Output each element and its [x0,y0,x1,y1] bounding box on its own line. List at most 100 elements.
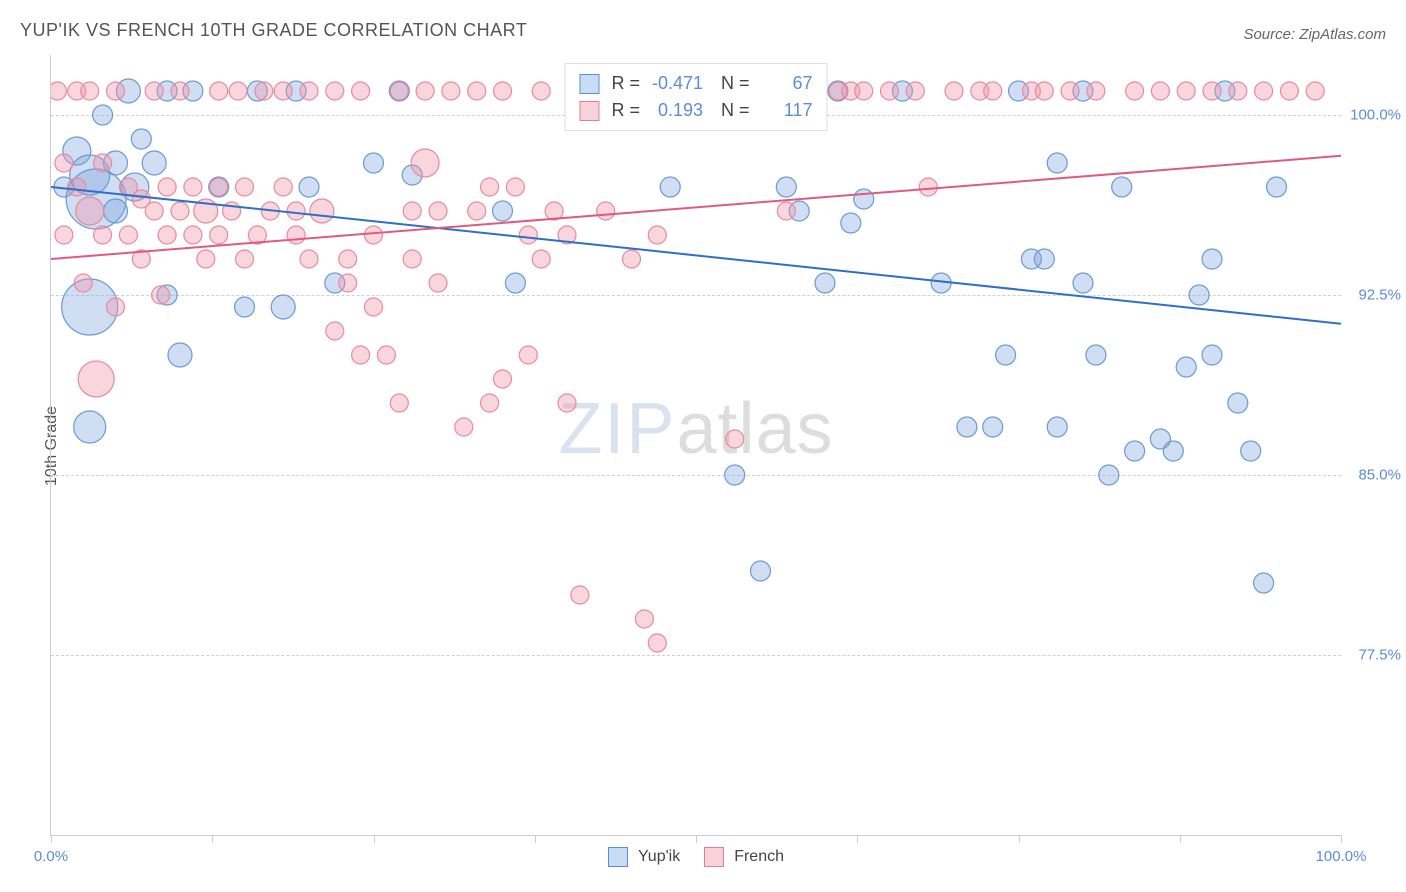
data-point [184,226,202,244]
data-point [78,361,114,397]
data-point [493,201,513,221]
data-point [1099,465,1119,485]
x-tick [1341,835,1342,843]
y-tick-label: 85.0% [1346,467,1401,484]
x-tick [535,835,536,843]
data-point [660,177,680,197]
data-point [55,154,73,172]
data-point [726,430,744,448]
chart-title: YUP'IK VS FRENCH 10TH GRADE CORRELATION … [20,20,527,41]
data-point [597,202,615,220]
data-point [104,199,128,223]
x-tick [1180,835,1181,843]
chart-source: Source: ZipAtlas.com [1243,26,1386,43]
data-point [1112,177,1132,197]
data-point [300,250,318,268]
x-tick [374,835,375,843]
data-point [919,178,937,196]
legend-item: Yup'ik [608,847,680,867]
data-point [648,226,666,244]
data-point [1047,417,1067,437]
data-point [1163,441,1183,461]
plot-area: ZIPatlas R =-0.471N =67R =0.193N =117 Yu… [50,55,1341,836]
data-point [1086,345,1106,365]
data-point [271,295,295,319]
data-point [81,82,99,100]
data-point [1280,82,1298,100]
data-point [1125,441,1145,461]
stat-r-value: -0.471 [648,70,703,97]
data-point [76,197,104,225]
data-point [403,202,421,220]
data-point [274,82,292,100]
data-point [377,346,395,364]
data-point [365,298,383,316]
data-point [1202,345,1222,365]
data-point [210,178,228,196]
data-point [623,250,641,268]
data-point [168,343,192,367]
chart-container: YUP'IK VS FRENCH 10TH GRADE CORRELATION … [0,0,1406,892]
data-point [171,202,189,220]
data-point [131,129,151,149]
data-point [1306,82,1324,100]
data-point [300,82,318,100]
data-point [158,226,176,244]
data-point [494,370,512,388]
data-point [74,274,92,292]
data-point [184,178,202,196]
data-point [1176,357,1196,377]
data-point [171,82,189,100]
stat-n-value: 67 [758,70,813,97]
data-point [365,226,383,244]
data-point [1087,82,1105,100]
data-point [1034,249,1054,269]
data-point [442,82,460,100]
data-point [210,226,228,244]
data-point [1126,82,1144,100]
data-point [287,226,305,244]
data-point [1228,393,1248,413]
data-point [158,178,176,196]
data-point [1229,82,1247,100]
data-point [519,346,537,364]
data-point [1202,249,1222,269]
x-tick-label: 0.0% [34,848,68,865]
x-tick [696,835,697,843]
data-point [881,82,899,100]
data-point [403,250,421,268]
data-point [152,286,170,304]
data-point [390,82,408,100]
data-point [494,82,512,100]
data-point [145,202,163,220]
stat-r-value: 0.193 [648,97,703,124]
data-point [571,586,589,604]
data-point [107,298,125,316]
data-point [1047,153,1067,173]
data-point [635,610,653,628]
data-point [94,154,112,172]
data-point [1203,82,1221,100]
data-point [1255,82,1273,100]
data-point [236,178,254,196]
data-point [429,202,447,220]
data-point [996,345,1016,365]
data-point [416,82,434,100]
y-tick-label: 77.5% [1346,647,1401,664]
data-point [468,202,486,220]
legend-swatch [608,847,628,867]
data-point [506,178,524,196]
data-point [455,418,473,436]
x-tick [857,835,858,843]
stat-n-value: 117 [758,97,813,124]
stats-legend-box: R =-0.471N =67R =0.193N =117 [564,63,827,131]
data-point [777,202,795,220]
legend-swatch [579,101,599,121]
data-point [299,177,319,197]
data-point [411,149,439,177]
data-point [1061,82,1079,100]
data-point [1035,82,1053,100]
x-tick [212,835,213,843]
data-point [776,177,796,197]
stat-n-label: N = [721,70,750,97]
